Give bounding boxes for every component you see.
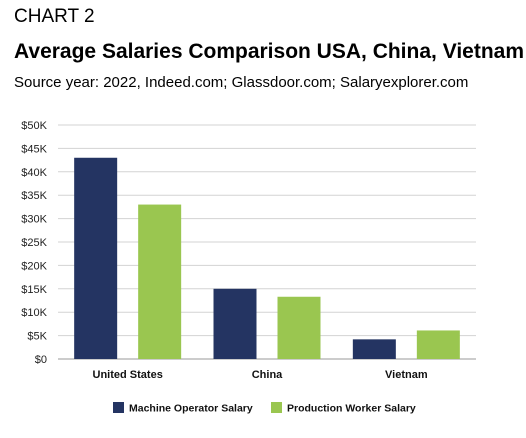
y-tick-label: $15K — [21, 284, 47, 296]
y-tick-label: $35K — [21, 190, 47, 202]
x-axis-categories: United States China Vietnam — [93, 369, 428, 381]
chart-title: Average Salaries Comparison USA, China, … — [14, 40, 525, 63]
y-tick-label: $30K — [21, 214, 47, 226]
y-tick-label: $10K — [21, 307, 47, 319]
bar — [213, 288, 257, 359]
x-category-label: Vietnam — [385, 369, 428, 381]
gridlines — [58, 124, 476, 360]
y-tick-label: $40K — [21, 167, 47, 179]
y-tick-label: $50K — [21, 120, 47, 132]
x-category-label: China — [252, 369, 283, 381]
x-category-label: United States — [93, 369, 163, 381]
y-tick-label: $45K — [21, 143, 47, 155]
chart-label: CHART 2 — [14, 6, 95, 27]
legend: Machine Operator Salary Production Worker… — [113, 402, 416, 415]
legend-swatch — [271, 402, 282, 413]
legend-label: Machine Operator Salary — [129, 403, 253, 415]
chart-subtitle: Source year: 2022, Indeed.com; Glassdoor… — [14, 74, 469, 91]
y-axis-ticks: $0 $5K $10K $15K $20K $25K $30K $35K $40K $45K $50… — [21, 120, 47, 366]
legend-label: Production Worker Salary — [287, 403, 416, 415]
bar — [352, 339, 396, 359]
y-tick-label: $5K — [27, 331, 47, 343]
bar — [74, 157, 118, 359]
y-tick-label: $20K — [21, 260, 47, 272]
legend-swatch — [113, 402, 124, 413]
bars — [74, 157, 460, 359]
y-tick-label: $25K — [21, 237, 47, 249]
bar — [138, 204, 182, 359]
y-tick-label: $0 — [35, 354, 47, 366]
bar — [277, 296, 321, 359]
bar — [416, 330, 460, 359]
